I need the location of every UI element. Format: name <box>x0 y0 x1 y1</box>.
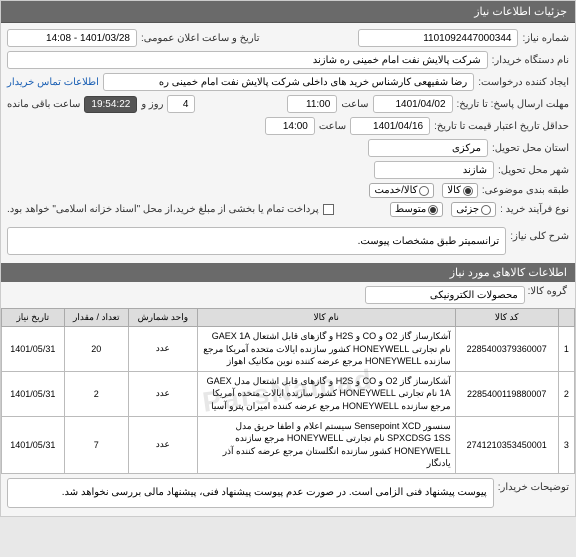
need-no-field: 1101092447000344 <box>358 29 518 47</box>
countdown: 19:54:22 <box>84 96 137 113</box>
opt-label: متوسط <box>395 204 426 215</box>
cell-n: 1 <box>558 327 574 372</box>
cell-qty: 20 <box>64 327 128 372</box>
cell-code: 2741210353450001 <box>455 416 558 473</box>
col-n <box>558 309 574 327</box>
city-field: شازند <box>374 161 494 179</box>
footer-text: پیوست پیشنهاد فنی الزامی است. در صورت عد… <box>7 478 494 508</box>
cell-unit: عدد <box>128 327 197 372</box>
radio-icon <box>428 205 438 215</box>
table-row: 32741210353450001سنسور Sensepoint XCD سی… <box>2 416 575 473</box>
validity-label: حداقل تاریخ اعتبار قیمت تا تاریخ: <box>434 121 569 132</box>
cell-name: سنسور Sensepoint XCD سیستم اعلام و اطفا … <box>197 416 455 473</box>
col-date: تاریخ نیاز <box>2 309 65 327</box>
process-opt-a[interactable]: جزئی <box>451 202 496 217</box>
cell-date: 1401/05/31 <box>2 327 65 372</box>
buyer-field: شرکت پالایش نفت امام خمینی ره شازند <box>7 51 488 69</box>
process-radio-group: جزئی متوسط <box>390 202 496 217</box>
need-no-label: شماره نیاز: <box>522 33 569 44</box>
table-wrap: ParsNamad کد کالا نام کالا واحد شمارش تع… <box>1 308 575 474</box>
footer-label: توضیحات خریدار: <box>498 478 569 493</box>
radio-icon <box>463 186 473 196</box>
requester-label: ایجاد کننده درخواست: <box>478 77 569 88</box>
announce-field: 1401/03/28 - 14:08 <box>7 29 137 47</box>
opt-label: کالا/خدمت <box>374 185 417 196</box>
cell-n: 3 <box>558 416 574 473</box>
time-label-1: ساعت <box>341 99 368 110</box>
col-unit: واحد شمارش <box>128 309 197 327</box>
radio-icon <box>419 186 429 196</box>
deadline-time: 11:00 <box>287 95 337 113</box>
city-label: شهر محل تحویل: <box>498 165 569 176</box>
desc-field: ترانسمیتر طبق مشخصات پیوست. <box>7 227 506 255</box>
opt-label: جزئی <box>456 204 479 215</box>
goods-group-row: گروه کالا: محصولات الکترونیکی <box>1 282 575 308</box>
cell-n: 2 <box>558 371 574 416</box>
class-radio-group: کالا کالا/خدمت <box>369 183 477 198</box>
form-area: شماره نیاز: 1101092447000344 تاریخ و ساع… <box>1 23 575 227</box>
process-opt-b[interactable]: متوسط <box>390 202 443 217</box>
validity-date: 1401/04/16 <box>350 117 430 135</box>
table-row: 12285400379360007آشکارساز گاز O2 و CO و … <box>2 327 575 372</box>
col-qty: تعداد / مقدار <box>64 309 128 327</box>
cell-qty: 7 <box>64 416 128 473</box>
col-name: نام کالا <box>197 309 455 327</box>
cell-unit: عدد <box>128 371 197 416</box>
process-label: نوع فرآیند خرید : <box>500 204 569 215</box>
cell-name: آشکارساز گاز O2 و CO و H2S و گازهای قابل… <box>197 371 455 416</box>
buyer-label: نام دستگاه خریدار: <box>492 55 569 66</box>
panel-header: جزئیات اطلاعات نیاز <box>1 1 575 23</box>
pay-note: پرداخت تمام یا بخشی از مبلغ خرید،از محل … <box>7 204 319 215</box>
cell-qty: 2 <box>64 371 128 416</box>
province-field: مرکزی <box>368 139 488 157</box>
class-label: طبقه بندی موضوعی: <box>482 185 569 196</box>
goods-group-field: محصولات الکترونیکی <box>365 286 525 304</box>
cell-date: 1401/05/31 <box>2 416 65 473</box>
radio-icon <box>481 205 491 215</box>
table-row: 22285400119880007آشکارساز گاز O2 و CO و … <box>2 371 575 416</box>
cell-name: آشکارساز گاز O2 و CO و H2S و گازهای قابل… <box>197 327 455 372</box>
goods-header: اطلاعات کالاهای مورد نیاز <box>1 263 575 282</box>
deadline-label: مهلت ارسال پاسخ: تا تاریخ: <box>457 99 569 110</box>
desc-label: شرح کلی نیاز: <box>510 227 569 242</box>
requester-field: رضا شفیهعی کارشناس خرید های داخلی شرکت پ… <box>103 73 474 91</box>
cell-code: 2285400119880007 <box>455 371 558 416</box>
opt-label: کالا <box>447 185 461 196</box>
goods-group-label: گروه کالا: <box>528 286 567 304</box>
time-label-2: ساعت <box>319 121 346 132</box>
details-panel: جزئیات اطلاعات نیاز شماره نیاز: 11010924… <box>0 0 576 517</box>
validity-time: 14:00 <box>265 117 315 135</box>
cell-code: 2285400379360007 <box>455 327 558 372</box>
cell-unit: عدد <box>128 416 197 473</box>
table-header-row: کد کالا نام کالا واحد شمارش تعداد / مقدا… <box>2 309 575 327</box>
goods-table: کد کالا نام کالا واحد شمارش تعداد / مقدا… <box>1 308 575 474</box>
contact-link[interactable]: اطلاعات تماس خریدار <box>7 77 99 88</box>
days-label: روز و <box>141 99 163 110</box>
province-label: استان محل تحویل: <box>492 143 569 154</box>
class-opt-kala[interactable]: کالا <box>442 183 478 198</box>
pay-checkbox[interactable] <box>323 204 334 215</box>
days-num: 4 <box>167 95 195 113</box>
announce-label: تاریخ و ساعت اعلان عمومی: <box>141 33 260 44</box>
class-opt-khadmat[interactable]: کالا/خدمت <box>369 183 434 198</box>
col-code: کد کالا <box>455 309 558 327</box>
deadline-date: 1401/04/02 <box>373 95 453 113</box>
remain-label: ساعت باقی مانده <box>7 99 80 110</box>
cell-date: 1401/05/31 <box>2 371 65 416</box>
